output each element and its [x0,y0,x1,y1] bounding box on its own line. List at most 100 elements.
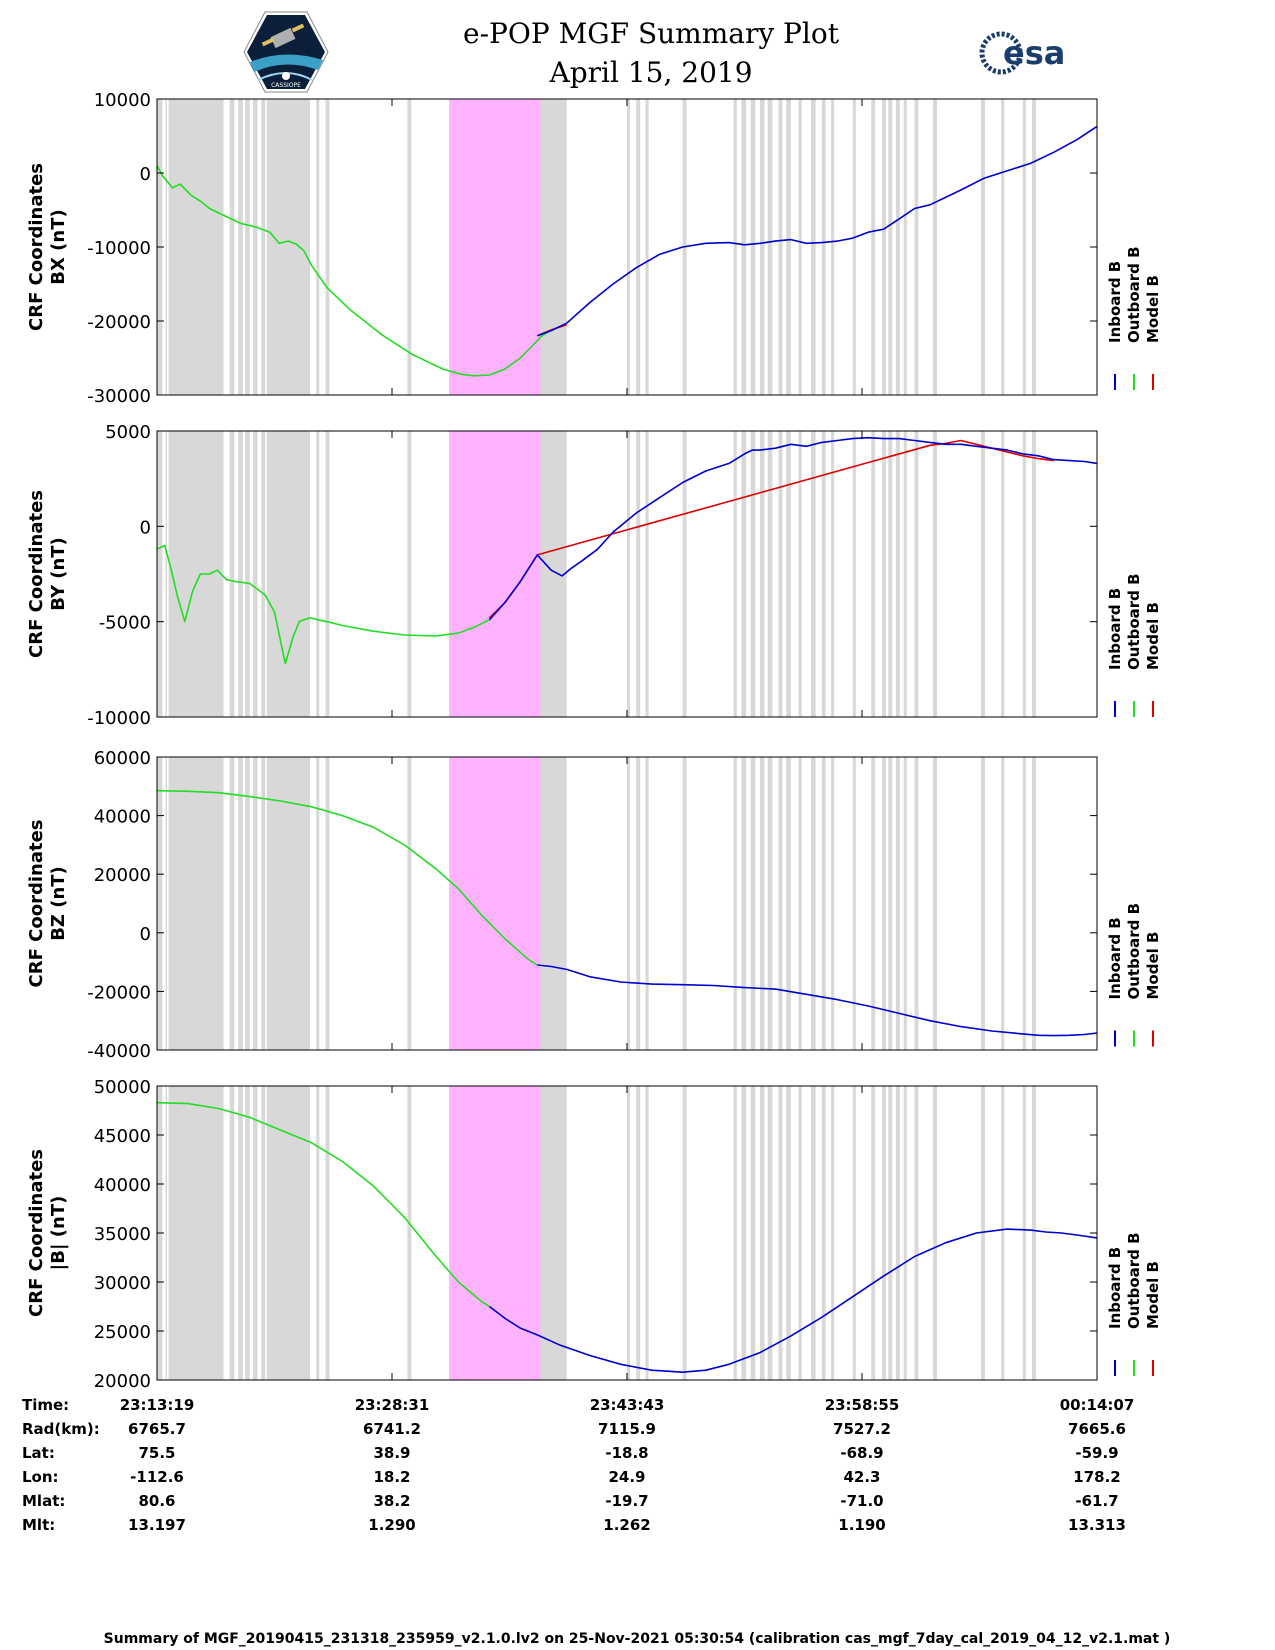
ephemeris-value: 7665.6 [1068,1420,1126,1438]
gray-band [682,1086,687,1380]
gray-band [798,1086,802,1380]
gray-band [810,431,816,717]
gray-band [741,757,747,1050]
y-axis-label-line1: CRF Coordinates [26,820,47,988]
gray-band [1022,1086,1026,1380]
gray-band [914,431,919,717]
ytick-label: 40000 [94,807,151,828]
gray-band [798,757,802,1050]
ephemeris-value: 1.262 [603,1516,650,1534]
gray-band [245,431,250,717]
gray-band [810,1086,816,1380]
magenta-band [449,757,541,1050]
gray-band [750,757,756,1050]
ytick-label: -40000 [87,1041,151,1062]
gray-band [165,99,168,395]
gray-band [882,1086,886,1380]
gray-band [750,431,756,717]
gray-band [831,757,835,1050]
gray-band [778,431,783,717]
ephemeris-row-label: Lon: [22,1468,59,1486]
panel-4: 50000 45000 40000 35000 30000 25000 20000 CRF C… [26,1077,1162,1392]
gray-band [786,1086,791,1380]
series-outboard-b [156,789,538,966]
gray-band [316,757,320,1050]
gray-band [821,757,826,1050]
gray-band [903,99,907,395]
esa-logo: esa [979,31,1065,75]
ytick-label: 20000 [94,1371,151,1392]
series-inboard-b [488,1228,1098,1373]
gray-band [157,757,163,1050]
gray-band [229,757,235,1050]
gray-band [1032,1086,1036,1380]
gray-band [316,1086,320,1380]
gray-band [852,431,856,717]
ephemeris-value: 178.2 [1073,1468,1120,1486]
gray-band [1001,99,1005,395]
gray-band [888,757,893,1050]
gray-band [778,757,783,1050]
legend-label: Outboard B [1125,1232,1143,1329]
gray-band [903,757,907,1050]
gray-band [903,431,907,717]
gray-band [238,431,243,717]
ephemeris-value: 23:58:55 [825,1396,900,1414]
gray-band [831,99,835,395]
ephemeris-row-label: Lat: [22,1444,55,1462]
ephemeris-value: 6765.7 [128,1420,186,1438]
legend-label: Inboard B [1106,588,1124,670]
ephemeris-value: 23:43:43 [590,1396,665,1414]
gray-band [238,99,243,395]
gray-band [168,1086,224,1380]
ytick-label: 0 [140,924,151,945]
series-inboard-b [537,964,1098,1037]
gray-band [778,99,783,395]
panel-1: 10000 0 -10000 -20000 -30000 CRF CoordinatesB… [26,90,1162,407]
legend: Inboard B Outboard B Model B [1106,246,1162,390]
legend: Inboard B Outboard B Model B [1106,1232,1162,1376]
ephemeris-table: Time: 23:13:19 23:28:31 23:43:43 23:58:55 00:… [22,1396,1134,1534]
gray-band [252,99,258,395]
y-axis-label-line1: CRF Coordinates [26,1149,47,1317]
gray-band [767,757,773,1050]
gray-band [325,1086,330,1380]
gray-band [767,1086,773,1380]
gray-band [261,431,266,717]
panel-3: 60000 40000 20000 0 -20000 -40000 CRF Coordina… [26,748,1162,1062]
gray-band [168,99,224,395]
panel-2: 5000 0 -5000 -10000 CRF CoordinatesBY (nT) In… [26,422,1162,729]
ephemeris-value: -112.6 [130,1468,184,1486]
gray-band [261,757,266,1050]
gray-band [871,99,876,395]
gray-band [882,757,886,1050]
ephemeris-value: 6741.2 [363,1420,421,1438]
gray-band [896,99,900,395]
gray-band [759,1086,765,1380]
gray-band [914,99,919,395]
gray-band [821,1086,826,1380]
gray-band [261,1086,266,1380]
gray-band [981,99,985,395]
gray-band [750,1086,756,1380]
gray-band [741,99,747,395]
gray-band [810,757,816,1050]
gray-band [888,431,893,717]
series-inboard-b [537,125,1098,337]
gray-band [981,1086,985,1380]
gray-band [245,757,250,1050]
gray-band [627,1086,631,1380]
gray-band [778,1086,783,1380]
ytick-label: 0 [140,517,151,538]
ephemeris-value: 1.190 [838,1516,885,1534]
gray-band [266,99,311,395]
ephemeris-value: 18.2 [373,1468,410,1486]
gray-band [786,757,791,1050]
gray-band [767,431,773,717]
gray-band [261,99,266,395]
figure-title: e-POP MGF Summary Plot [463,17,840,50]
ytick-label: 5000 [105,422,151,443]
gray-band [266,1086,311,1380]
legend-label: Inboard B [1106,261,1124,343]
series-outboard-b [156,1101,490,1308]
